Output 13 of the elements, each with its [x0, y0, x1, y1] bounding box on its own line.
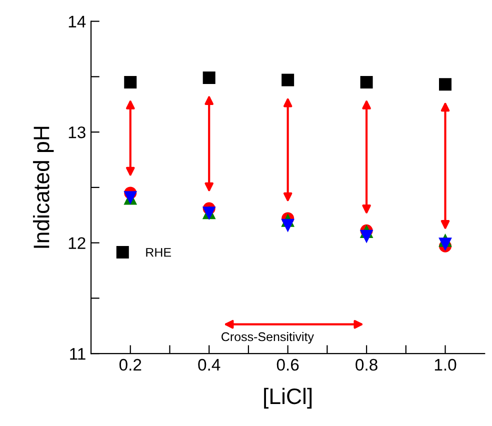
annotation: Cross-Sensitivity: [222, 332, 314, 344]
x-axis-title: [LiCl]: [264, 388, 312, 409]
x-tick-label: 0.8: [356, 358, 378, 371]
x-tick-label: 0.4: [198, 358, 220, 371]
y-tick-label: 13: [68, 126, 86, 138]
y-tick-label: 11: [70, 348, 86, 360]
y-tick-label: 12: [68, 237, 86, 249]
legend-label: RHE: [146, 248, 171, 257]
x-tick-label: 0.6: [276, 358, 299, 371]
x-tick-label: 1.0: [434, 358, 456, 371]
y-tick-label: 14: [68, 16, 86, 28]
x-tick-label: 0.2: [119, 358, 142, 371]
y-axis-title: Indicated pH: [33, 126, 54, 248]
